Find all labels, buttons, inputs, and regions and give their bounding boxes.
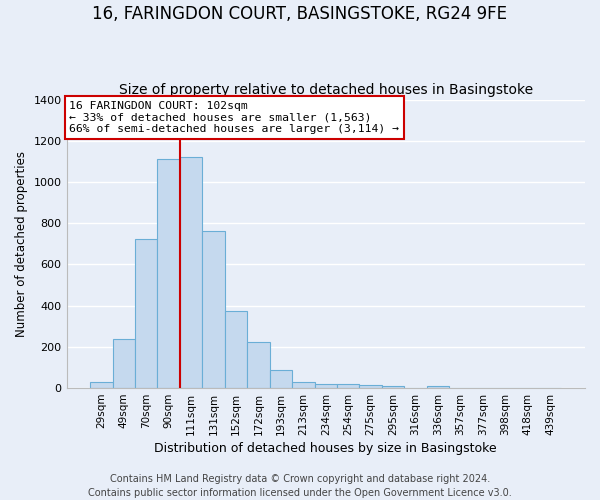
Text: 16, FARINGDON COURT, BASINGSTOKE, RG24 9FE: 16, FARINGDON COURT, BASINGSTOKE, RG24 9… xyxy=(92,5,508,23)
Bar xyxy=(180,158,202,388)
Text: 16 FARINGDON COURT: 102sqm
← 33% of detached houses are smaller (1,563)
66% of s: 16 FARINGDON COURT: 102sqm ← 33% of deta… xyxy=(69,101,399,134)
Bar xyxy=(359,385,382,388)
Bar xyxy=(314,384,337,388)
Bar xyxy=(225,311,247,388)
Bar xyxy=(247,342,269,388)
Bar xyxy=(292,382,314,388)
Bar xyxy=(427,386,449,388)
Bar xyxy=(382,386,404,388)
Bar xyxy=(269,370,292,388)
Title: Size of property relative to detached houses in Basingstoke: Size of property relative to detached ho… xyxy=(119,83,533,97)
Bar xyxy=(337,384,359,388)
X-axis label: Distribution of detached houses by size in Basingstoke: Distribution of detached houses by size … xyxy=(154,442,497,455)
Bar xyxy=(202,232,225,388)
Bar xyxy=(90,382,113,388)
Text: Contains HM Land Registry data © Crown copyright and database right 2024.
Contai: Contains HM Land Registry data © Crown c… xyxy=(88,474,512,498)
Bar xyxy=(157,160,180,388)
Y-axis label: Number of detached properties: Number of detached properties xyxy=(15,151,28,337)
Bar xyxy=(135,238,157,388)
Bar xyxy=(113,338,135,388)
